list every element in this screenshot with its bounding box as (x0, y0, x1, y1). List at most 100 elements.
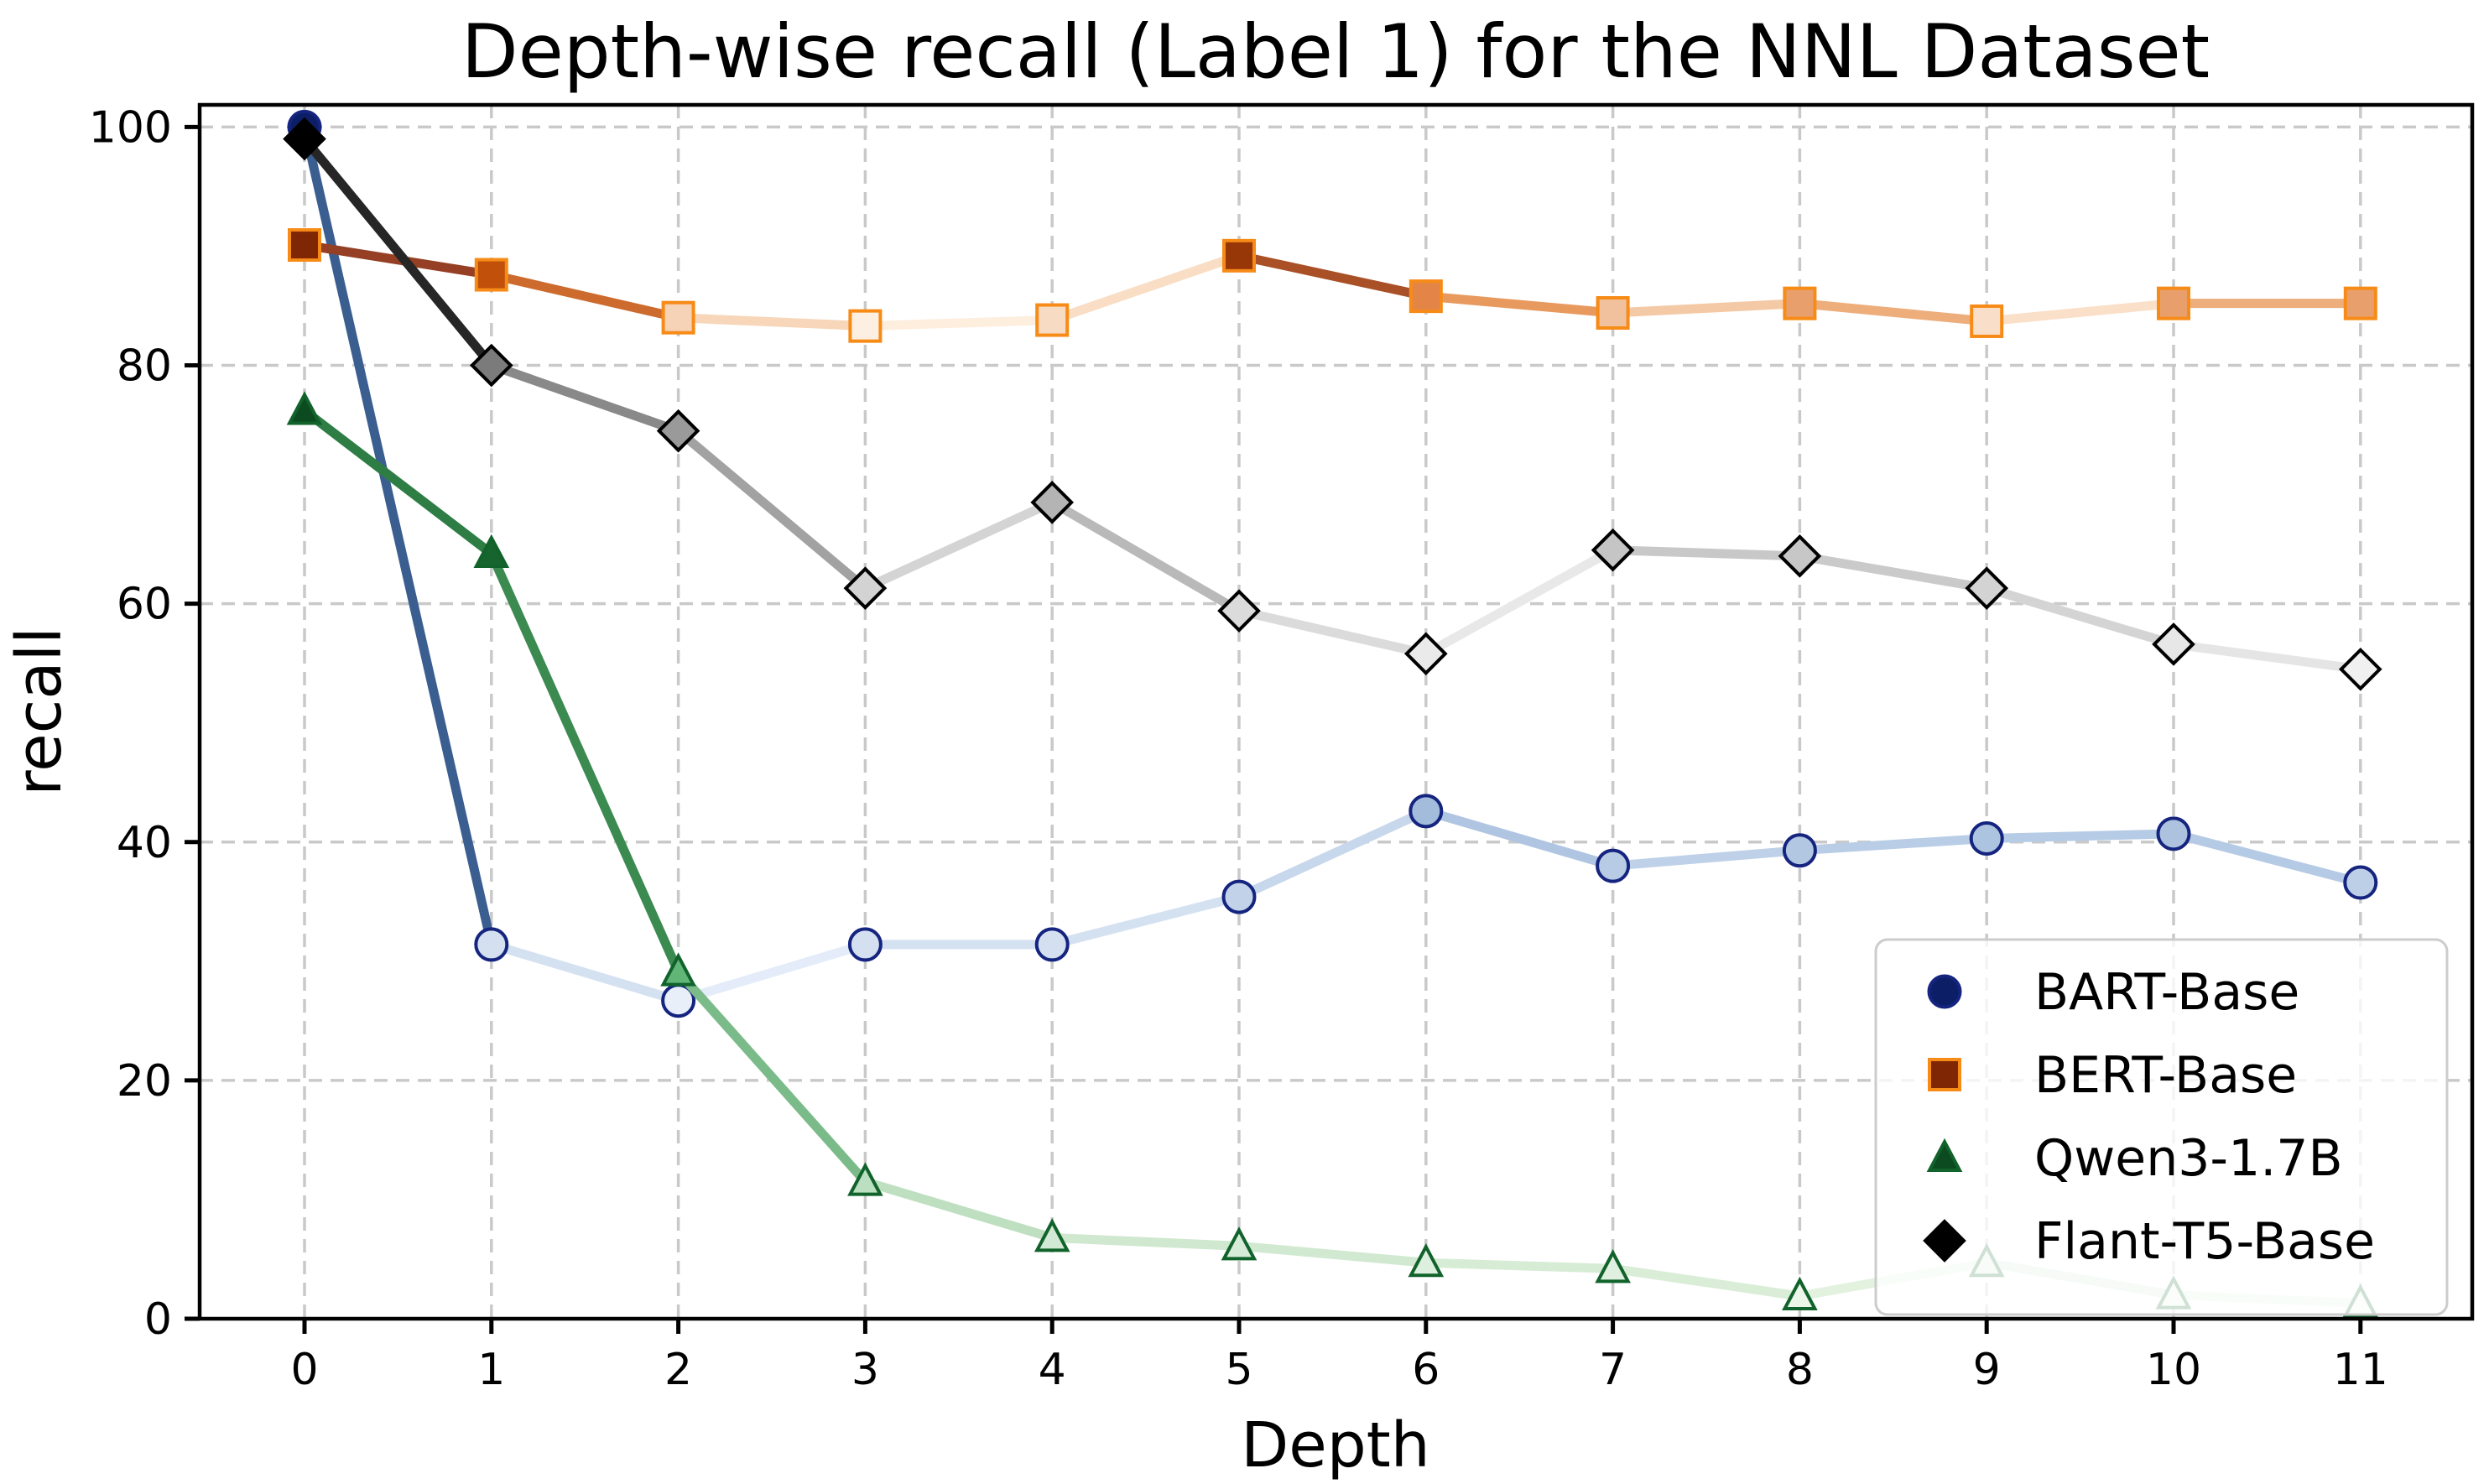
data-point-BERT-Base-11 (2343, 286, 2377, 320)
data-point-BERT-Base-5 (1222, 238, 1256, 273)
series-BERT-Base-segment-8 (1794, 299, 1992, 326)
series-BART-Base-segment-2 (674, 940, 870, 1006)
x-tick-label-9: 9 (1973, 1345, 2001, 1395)
series-BART-Base-segment-7 (1608, 846, 1804, 871)
data-point-Qwen3-1.7B-7 (1595, 1249, 1631, 1284)
series-Flant-T5-Base-segment-2 (674, 426, 870, 593)
series-BERT-Base-segment-9 (1981, 299, 2179, 326)
data-point-Qwen3-1.7B-4 (1034, 1218, 1070, 1252)
legend-item-Flant-T5-Base: Flant-T5-Base (1923, 1212, 2375, 1271)
x-tick-label-7: 7 (1599, 1345, 1627, 1395)
series-Flant-T5-Base-segment-9 (1981, 583, 2179, 649)
axes-layer: 0 1 2 3 4 5 6 7 8 9 10 11 0 20 40 60 80 100 (89, 102, 2475, 1395)
series-Qwen3-1.7B-segment-7 (1608, 1263, 1804, 1301)
data-point-Qwen3-1.7B-5 (1221, 1226, 1258, 1261)
series-BART-Base-segment-0 (299, 122, 497, 950)
x-tick-label-11: 11 (2333, 1345, 2388, 1395)
plot-border (197, 102, 2475, 1321)
data-point-Flant-T5-Base-2 (656, 409, 700, 453)
y-tick-label-100: 100 (89, 102, 172, 153)
series-BERT-Base-segment-6 (1421, 291, 1618, 318)
legend-item-BART-Base: BART-Base (1927, 963, 2299, 1022)
series-Qwen3-1.7B-segment-2 (674, 967, 870, 1187)
legend-item-BERT-Base: BERT-Base (1928, 1046, 2297, 1105)
series-Flant-T5-Base-segment-0 (299, 134, 497, 371)
data-point-BERT-Base-0 (288, 228, 321, 263)
data-point-Flant-T5-Base-7 (1591, 528, 1635, 572)
series-Flant-T5-Base-segment-7 (1608, 545, 1804, 561)
legend-label-BART-Base: BART-Base (2034, 963, 2299, 1022)
legend-label-Qwen3-1.7B: Qwen3-1.7B (2034, 1129, 2343, 1188)
series-Qwen3-1.7B-segment-6 (1421, 1257, 1618, 1273)
series-Flant-T5-Base-segment-6 (1421, 545, 1618, 659)
series-BERT-Base (288, 228, 2377, 343)
data-point-BERT-Base-6 (1409, 279, 1443, 314)
legend-label-Flant-T5-Base: Flant-T5-Base (2034, 1212, 2375, 1271)
series-BART-Base-segment-1 (487, 940, 684, 1006)
y-tick-label-40: 40 (117, 818, 172, 868)
data-point-BART-Base-5 (1221, 879, 1257, 914)
data-point-BERT-Base-10 (2157, 286, 2190, 320)
y-axis-label: recall (3, 627, 76, 795)
chart-title: Depth-wise recall (Label 1) for the NNL … (461, 8, 2210, 95)
series-BERT-Base-segment-4 (1047, 251, 1244, 325)
x-tick-label-0: 0 (290, 1345, 318, 1395)
data-point-BART-Base-11 (2343, 865, 2378, 900)
data-point-Flant-T5-Base-5 (1217, 589, 1261, 633)
y-tick-label-60: 60 (117, 580, 172, 630)
data-point-BERT-Base-3 (848, 309, 883, 343)
y-tick-label-80: 80 (117, 341, 172, 392)
x-tick-label-3: 3 (851, 1345, 879, 1395)
x-tick-label-8: 8 (1786, 1345, 1814, 1395)
series-BERT-Base-segment-2 (674, 313, 870, 331)
x-tick-label-5: 5 (1225, 1345, 1252, 1395)
data-point-Qwen3-1.7B-1 (473, 534, 510, 568)
data-point-Flant-T5-Base-3 (843, 566, 888, 611)
series-Qwen3-1.7B-segment-5 (1234, 1241, 1431, 1268)
series-BERT-Base-segment-0 (299, 240, 497, 280)
data-point-Qwen3-1.7B-0 (286, 391, 323, 425)
data-point-Qwen3-1.7B-2 (660, 952, 696, 987)
x-tick-label-10: 10 (2146, 1345, 2201, 1395)
data-point-Flant-T5-Base-10 (2152, 622, 2195, 666)
data-point-Flant-T5-Base-9 (1965, 566, 2009, 611)
data-point-BART-Base-9 (1969, 820, 2004, 856)
data-point-Flant-T5-Base-8 (1778, 534, 1822, 578)
data-point-BART-Base-1 (474, 927, 509, 962)
data-point-BERT-Base-7 (1596, 296, 1630, 331)
x-axis-label: Depth (1241, 1409, 1429, 1481)
x-tick-label-2: 2 (664, 1345, 692, 1395)
series-Flant-T5-Base-segment-10 (2169, 639, 2366, 674)
series-Flant-T5-Base-segment-1 (487, 361, 684, 436)
series-BART-Base-segment-10 (2169, 829, 2366, 888)
data-point-Flant-T5-Base-1 (469, 343, 513, 388)
data-point-BERT-Base-8 (1783, 286, 1817, 320)
series-Flant-T5-Base-segment-5 (1234, 606, 1431, 659)
x-tick-label-4: 4 (1039, 1345, 1066, 1395)
x-tick-label-6: 6 (1412, 1345, 1440, 1395)
data-point-Flant-T5-Base-0 (283, 117, 326, 161)
x-tick-label-1: 1 (477, 1345, 505, 1395)
series-Qwen3-1.7B-segment-3 (860, 1177, 1057, 1242)
data-point-Flant-T5-Base-4 (1030, 481, 1075, 524)
y-tick-label-20: 20 (117, 1056, 172, 1106)
series-BERT-Base-segment-1 (487, 270, 684, 323)
y-tick-label-0: 0 (144, 1294, 172, 1345)
data-point-Qwen3-1.7B-8 (1782, 1276, 1818, 1311)
series-Flant-T5-Base-segment-8 (1794, 551, 1992, 593)
series-BERT-Base-segment-7 (1608, 299, 1804, 318)
legend-label-BERT-Base: BERT-Base (2034, 1046, 2297, 1105)
legend-square-icon (1928, 1058, 1961, 1091)
data-point-BART-Base-7 (1596, 848, 1631, 883)
data-point-BERT-Base-9 (1970, 304, 2004, 338)
series-BART-Base-segment-4 (1047, 892, 1244, 950)
data-point-BART-Base-4 (1034, 927, 1070, 962)
data-point-BART-Base-10 (2156, 816, 2191, 851)
series-BERT-Base-segment-3 (860, 315, 1057, 331)
series-layer (283, 109, 2382, 1318)
series-BART-Base-segment-6 (1421, 806, 1618, 871)
series-Qwen3-1.7B-segment-0 (299, 406, 497, 559)
legend-layer: BART-Base BERT-Base Qwen3-1.7B Flant-T5-Bas… (1874, 938, 2449, 1316)
